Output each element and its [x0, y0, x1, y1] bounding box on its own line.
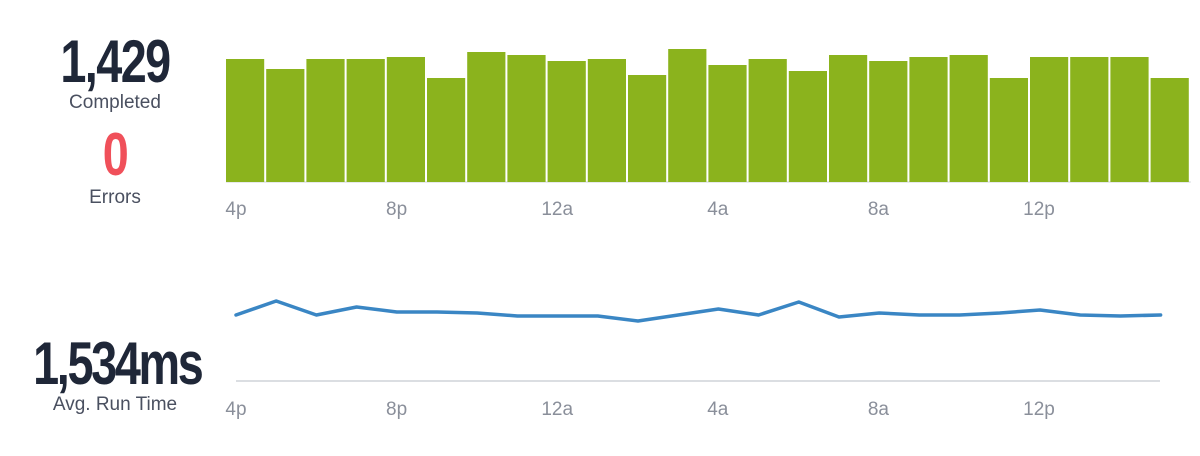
line-point-22: [1118, 314, 1122, 318]
line-point-16: [877, 311, 881, 315]
line-point-7: [515, 314, 519, 318]
bar-tick-label: 8p: [386, 199, 407, 220]
line-point-23: [1159, 313, 1163, 317]
line-tick-label: 12p: [1023, 399, 1055, 420]
bar-tick-label: 12a: [541, 199, 573, 220]
bar-1: [266, 69, 305, 182]
bar-22: [1110, 57, 1149, 182]
bar-14: [788, 71, 827, 182]
line-tick-label: 8a: [868, 399, 890, 420]
completed-label: Completed: [69, 92, 161, 113]
bar-18: [949, 55, 988, 182]
line-point-5: [435, 310, 439, 314]
bar-6: [467, 52, 506, 182]
line-point-14: [797, 300, 801, 304]
bar-13: [748, 59, 787, 182]
bar-3: [346, 59, 385, 182]
line-point-0: [234, 313, 238, 317]
avg-run-time-series-line: [234, 299, 1163, 323]
completed-count: 1,429: [60, 28, 171, 95]
line-point-3: [355, 305, 359, 309]
line-point-13: [757, 313, 761, 317]
line-point-21: [1078, 313, 1082, 317]
bar-17: [909, 57, 948, 182]
bar-11: [668, 49, 707, 182]
line-tick-label: 4a: [707, 399, 729, 420]
bar-tick-label: 4p: [225, 199, 246, 220]
line-point-9: [596, 314, 600, 318]
completed-bar-chart: 4p 8p 12a 4a 8a 12p: [225, 49, 1191, 220]
bar-15: [829, 55, 868, 182]
avg-run-time-stat: 1,534ms Avg. Run Time: [10, 334, 220, 416]
bar-19: [989, 78, 1028, 182]
bar-4: [386, 57, 425, 182]
bar-16: [869, 61, 908, 182]
line-point-20: [1038, 308, 1042, 312]
line-point-4: [395, 310, 399, 314]
line-point-6: [475, 311, 479, 315]
errors-stat: 0 Errors: [40, 125, 190, 209]
line-point-8: [556, 314, 560, 318]
bar-5: [427, 78, 466, 182]
bar-tick-label: 4a: [707, 199, 729, 220]
line-point-2: [314, 313, 318, 317]
line-point-1: [274, 299, 278, 303]
line-point-10: [636, 319, 640, 323]
line-tick-label: 12a: [541, 399, 573, 420]
line-point-19: [998, 311, 1002, 315]
line-point-12: [716, 307, 720, 311]
avg-run-time-value: 1,534ms: [33, 330, 204, 397]
bar-7: [507, 55, 546, 182]
line-point-17: [917, 313, 921, 317]
line-point-11: [676, 313, 680, 317]
bar-0: [226, 59, 265, 182]
line-tick-label: 4p: [225, 399, 246, 420]
bar-tick-label: 8a: [868, 199, 890, 220]
bar-tick-label: 12p: [1023, 199, 1055, 220]
line-point-18: [958, 313, 962, 317]
bar-12: [708, 65, 747, 182]
bar-10: [628, 75, 667, 182]
bar-8: [547, 61, 586, 182]
bar-21: [1070, 57, 1109, 182]
errors-count: 0: [102, 121, 129, 188]
errors-label: Errors: [89, 187, 141, 208]
bar-23: [1150, 78, 1189, 182]
completed-stat: 1,429 Completed: [40, 32, 190, 114]
bar-9: [587, 59, 626, 182]
avg-run-time-label: Avg. Run Time: [52, 394, 178, 415]
bar-2: [306, 59, 345, 182]
line-point-15: [837, 315, 841, 319]
line-tick-label: 8p: [386, 399, 407, 420]
bar-20: [1030, 57, 1069, 182]
